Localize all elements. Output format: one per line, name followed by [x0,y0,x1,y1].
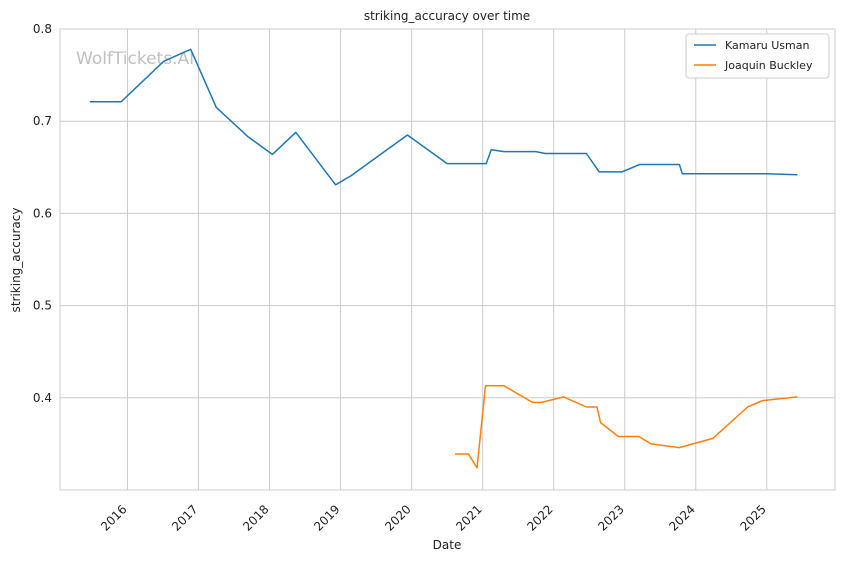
x-tick-label: 2016 [98,502,129,533]
legend: Kamaru Usman Joaquin Buckley [685,33,830,79]
x-tick-label: 2018 [240,502,271,533]
x-tick-label: 2020 [382,502,413,533]
series-line-kamaru-usman [89,48,798,186]
y-tick-label: 0.4 [33,391,52,405]
plot-area [59,28,836,491]
series-lines [89,48,798,469]
legend-label-joaquin-buckley: Joaquin Buckley [724,59,813,72]
y-axis-ticks: 0.4 0.5 0.6 0.7 0.8 [33,22,52,405]
x-axis-ticks: 2016 2017 2018 2019 2020 2021 2022 2023 2024 2025 [98,502,769,533]
y-axis-title: striking_accuracy [9,208,23,313]
x-tick-label: 2021 [453,502,484,533]
x-tick-label: 2024 [666,502,697,533]
legend-label-kamaru-usman: Kamaru Usman [725,39,809,52]
y-tick-label: 0.8 [33,22,52,36]
series-line-joaquin-buckley [455,385,798,469]
y-tick-label: 0.6 [33,206,52,220]
y-tick-label: 0.7 [33,114,52,128]
grid-lines [60,28,835,490]
x-tick-label: 2017 [169,502,200,533]
legend-box [685,33,830,79]
x-axis-title: Date [433,538,462,552]
x-tick-label: 2019 [311,502,342,533]
chart-title: striking_accuracy over time [364,9,530,23]
watermark: WolfTickets.AI [76,49,194,69]
x-tick-label: 2022 [524,502,555,533]
y-tick-label: 0.5 [33,299,52,313]
x-tick-label: 2025 [737,502,768,533]
x-tick-label: 2023 [595,502,626,533]
